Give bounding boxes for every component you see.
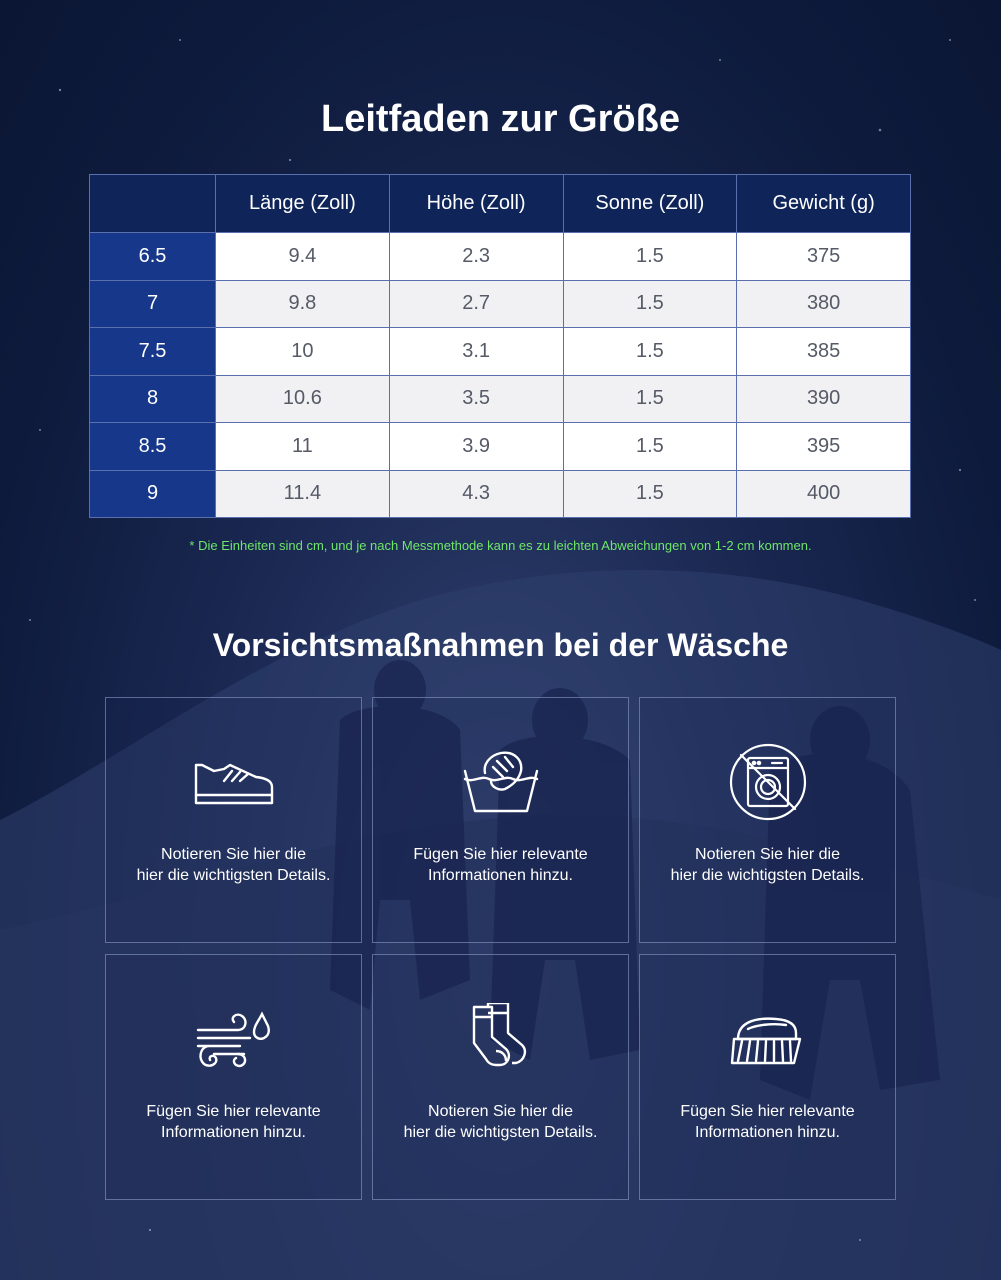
table-row: 8.5 11 3.9 1.5 395 xyxy=(89,422,911,471)
column-header-weight: Gewicht (g) xyxy=(736,174,911,233)
column-header-length: Länge (Zoll) xyxy=(215,174,390,233)
hand-wash-icon xyxy=(373,742,628,822)
height-cell: 3.5 xyxy=(388,374,564,423)
column-header-height: Höhe (Zoll) xyxy=(388,174,564,233)
table-corner-cell xyxy=(89,174,216,233)
care-card-air-dry: Fügen Sie hier relevante Informationen h… xyxy=(105,954,362,1200)
brush-icon xyxy=(640,999,895,1079)
weight-cell: 400 xyxy=(736,469,911,518)
air-dry-icon xyxy=(106,999,361,1079)
length-cell: 11 xyxy=(215,422,390,471)
length-cell: 10 xyxy=(215,327,390,376)
card-text-line1: Fügen Sie hier relevante xyxy=(146,1103,321,1120)
weight-cell: 375 xyxy=(736,232,911,281)
care-card-brush: Fügen Sie hier relevante Informationen h… xyxy=(639,954,896,1200)
length-cell: 9.4 xyxy=(215,232,390,281)
size-cell: 8 xyxy=(89,374,216,423)
card-text-line1: Notieren Sie hier die xyxy=(695,846,840,863)
card-text-line2: hier die wichtigsten Details. xyxy=(136,867,331,884)
sole-cell: 1.5 xyxy=(562,232,738,281)
length-cell: 9.8 xyxy=(215,279,390,328)
length-cell: 10.6 xyxy=(215,374,390,423)
card-text-line1: Fügen Sie hier relevante xyxy=(680,1103,855,1120)
socks-icon xyxy=(373,999,628,1079)
weight-cell: 390 xyxy=(736,374,911,423)
card-text-line1: Notieren Sie hier die xyxy=(161,846,306,863)
height-cell: 3.1 xyxy=(388,327,564,376)
weight-cell: 380 xyxy=(736,279,911,328)
sole-cell: 1.5 xyxy=(562,469,738,518)
card-text-line1: Fügen Sie hier relevante xyxy=(413,846,588,863)
size-cell: 7.5 xyxy=(89,327,216,376)
size-cell: 9 xyxy=(89,469,216,518)
care-card-hand-wash: Fügen Sie hier relevante Informationen h… xyxy=(372,697,629,943)
height-cell: 2.3 xyxy=(388,232,564,281)
table-row: 7.5 10 3.1 1.5 385 xyxy=(89,327,911,376)
sole-cell: 1.5 xyxy=(562,422,738,471)
table-row: 8 10.6 3.5 1.5 390 xyxy=(89,374,911,423)
table-row: 7 9.8 2.7 1.5 380 xyxy=(89,279,911,328)
size-cell: 8.5 xyxy=(89,422,216,471)
sole-cell: 1.5 xyxy=(562,327,738,376)
washing-title: Vorsichtsmaßnahmen bei der Wäsche xyxy=(212,627,789,663)
card-text-line2: Informationen hinzu. xyxy=(161,1124,306,1141)
size-cell: 6.5 xyxy=(89,232,216,281)
weight-cell: 385 xyxy=(736,327,911,376)
sole-cell: 1.5 xyxy=(562,279,738,328)
no-machine-wash-icon xyxy=(640,742,895,822)
column-header-sole: Sonne (Zoll) xyxy=(562,174,738,233)
care-card-shoe: Notieren Sie hier die hier die wichtigst… xyxy=(105,697,362,943)
measurement-note: * Die Einheiten sind cm, und je nach Mes… xyxy=(189,538,812,553)
table-header-row: Länge (Zoll) Höhe (Zoll) Sonne (Zoll) Ge… xyxy=(89,174,911,233)
card-text-line2: hier die wichtigsten Details. xyxy=(403,1124,598,1141)
shoe-icon xyxy=(106,742,361,822)
length-cell: 11.4 xyxy=(215,469,390,518)
card-text-line2: hier die wichtigsten Details. xyxy=(670,867,865,884)
size-table: Länge (Zoll) Höhe (Zoll) Sonne (Zoll) Ge… xyxy=(89,174,911,518)
table-row: 6.5 9.4 2.3 1.5 375 xyxy=(89,232,911,281)
height-cell: 2.7 xyxy=(388,279,564,328)
height-cell: 4.3 xyxy=(388,469,564,518)
care-card-socks: Notieren Sie hier die hier die wichtigst… xyxy=(372,954,629,1200)
care-card-no-machine: Notieren Sie hier die hier die wichtigst… xyxy=(639,697,896,943)
height-cell: 3.9 xyxy=(388,422,564,471)
size-guide-title: Leitfaden zur Größe xyxy=(321,98,680,140)
sole-cell: 1.5 xyxy=(562,374,738,423)
table-row: 9 11.4 4.3 1.5 400 xyxy=(89,469,911,518)
card-text-line1: Notieren Sie hier die xyxy=(428,1103,573,1120)
size-cell: 7 xyxy=(89,279,216,328)
card-text-line2: Informationen hinzu. xyxy=(428,867,573,884)
card-text-line2: Informationen hinzu. xyxy=(695,1124,840,1141)
weight-cell: 395 xyxy=(736,422,911,471)
